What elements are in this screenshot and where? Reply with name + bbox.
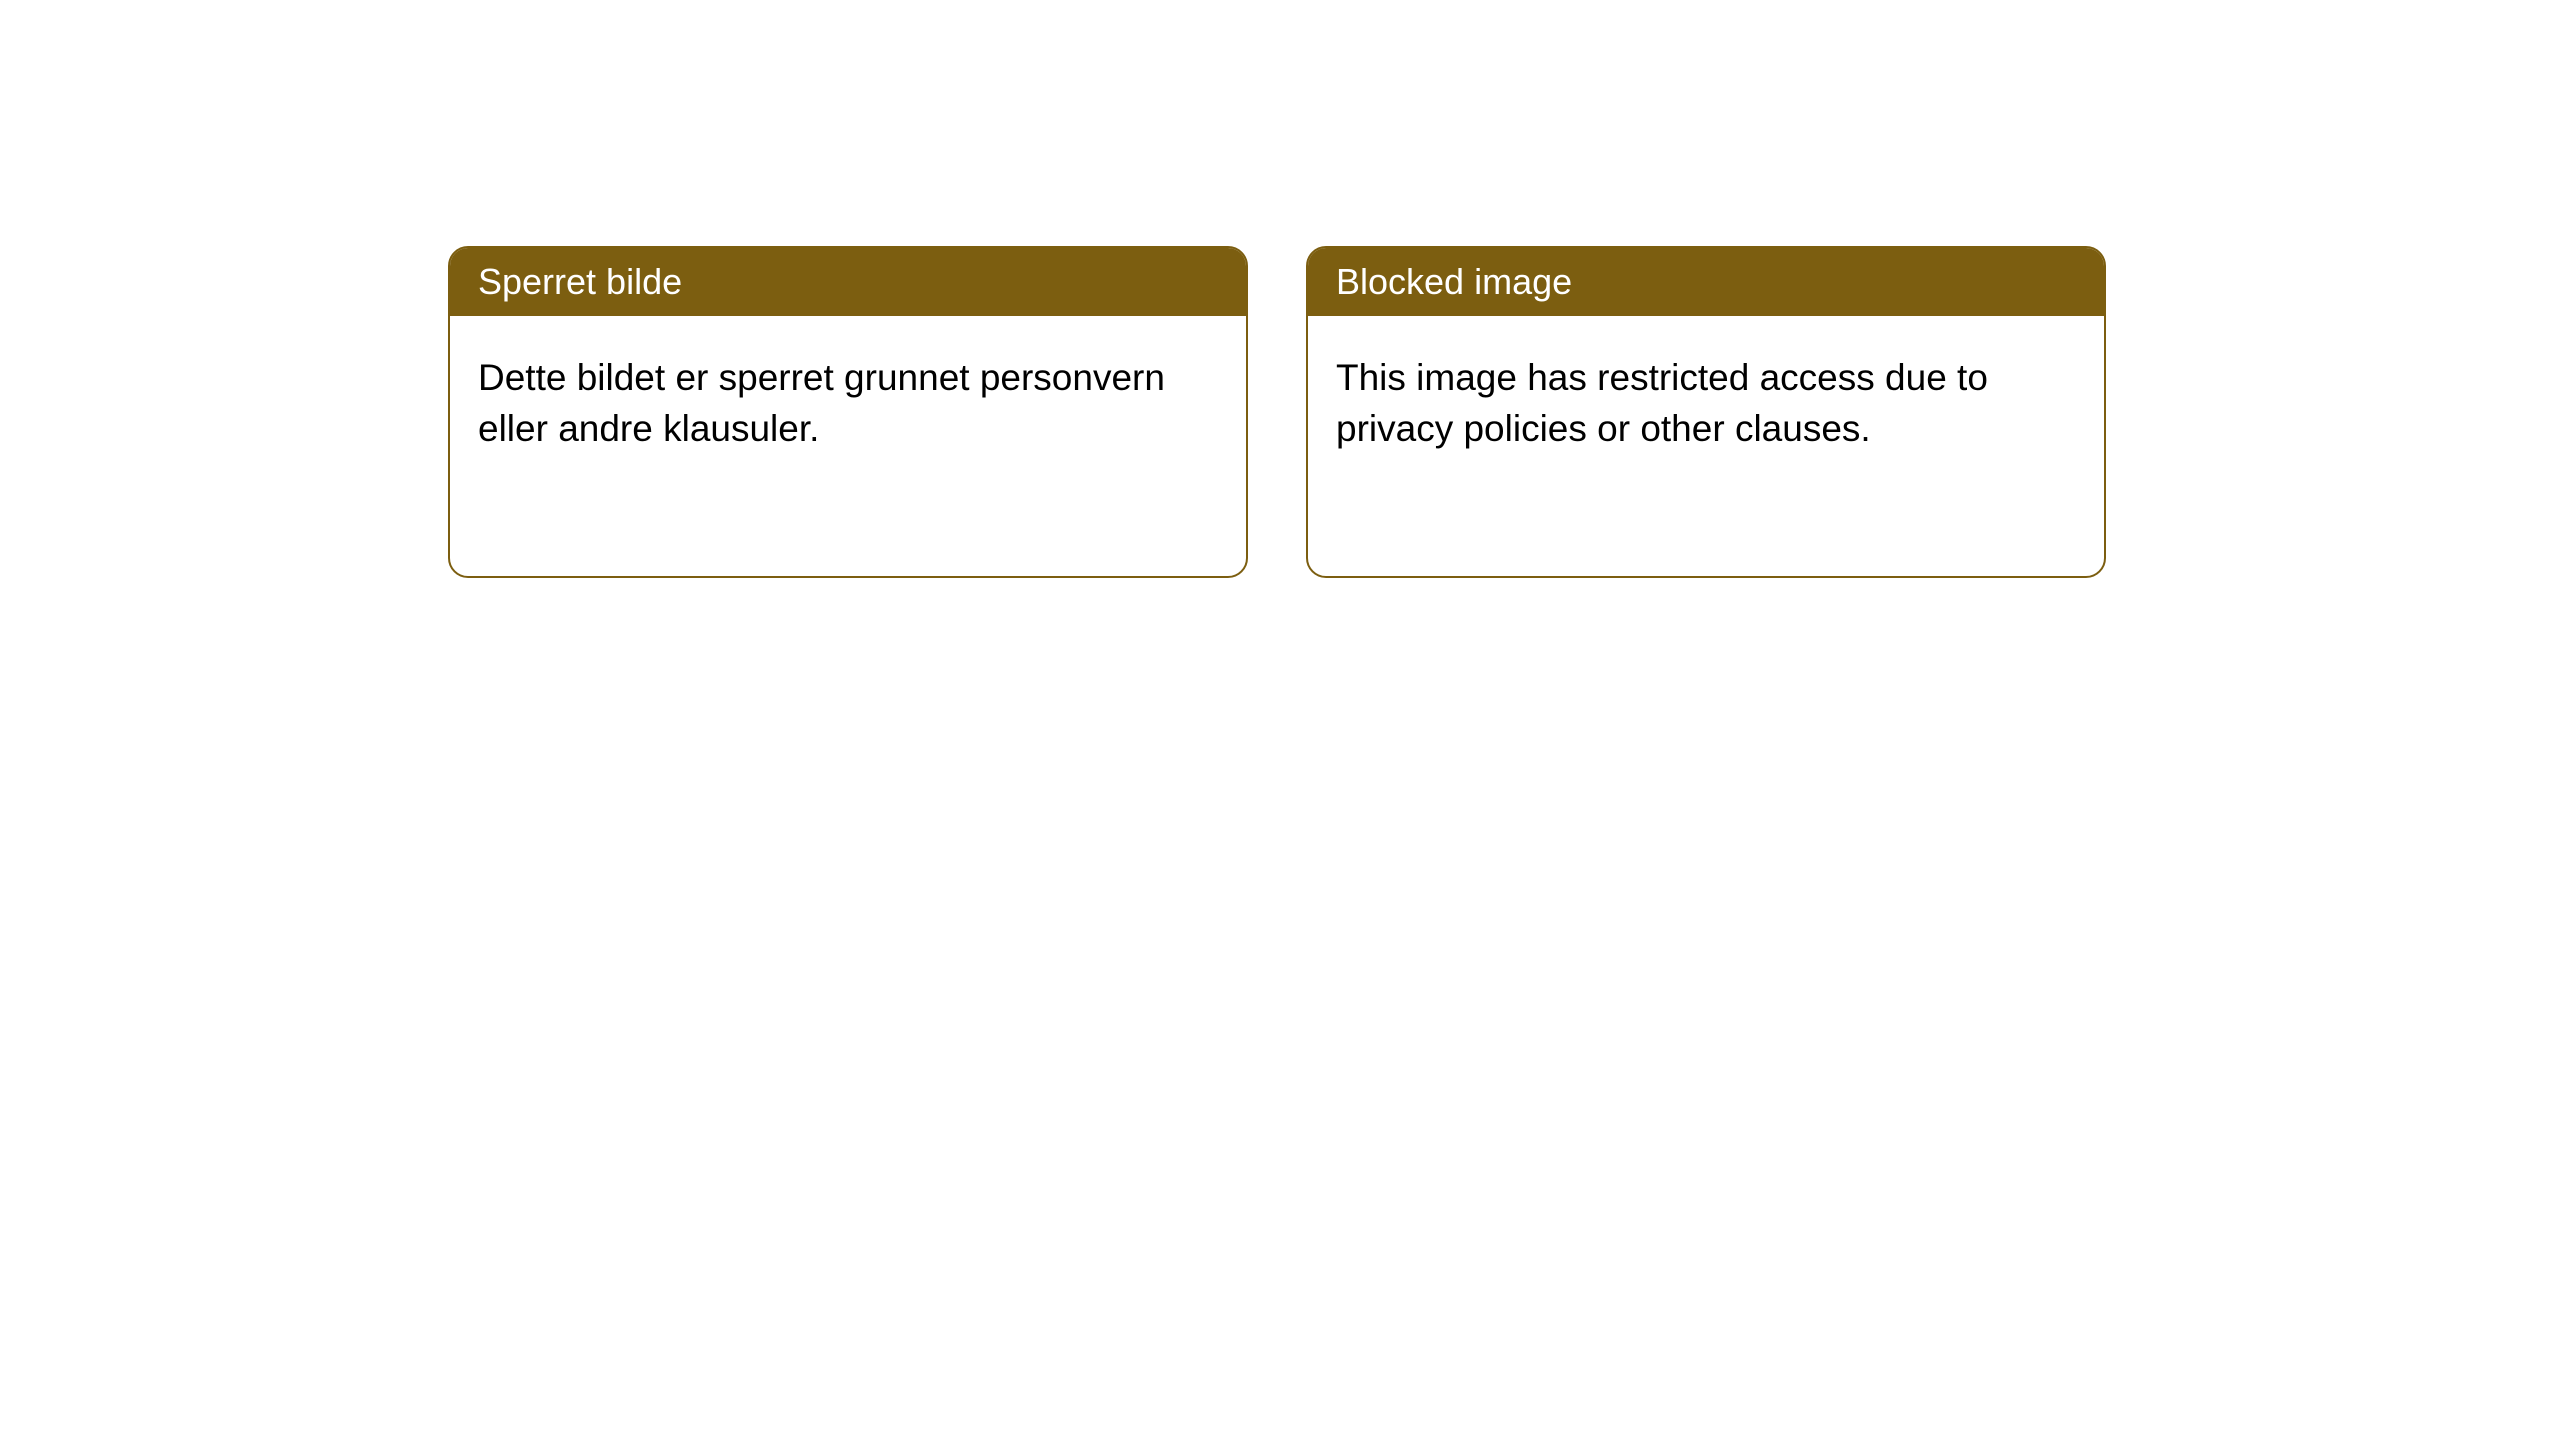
notice-header: Sperret bilde: [450, 248, 1246, 316]
notice-header: Blocked image: [1308, 248, 2104, 316]
notice-body: Dette bildet er sperret grunnet personve…: [450, 316, 1246, 490]
notice-container: Sperret bilde Dette bildet er sperret gr…: [0, 0, 2560, 578]
notice-box-english: Blocked image This image has restricted …: [1306, 246, 2106, 578]
notice-body: This image has restricted access due to …: [1308, 316, 2104, 490]
notice-box-norwegian: Sperret bilde Dette bildet er sperret gr…: [448, 246, 1248, 578]
